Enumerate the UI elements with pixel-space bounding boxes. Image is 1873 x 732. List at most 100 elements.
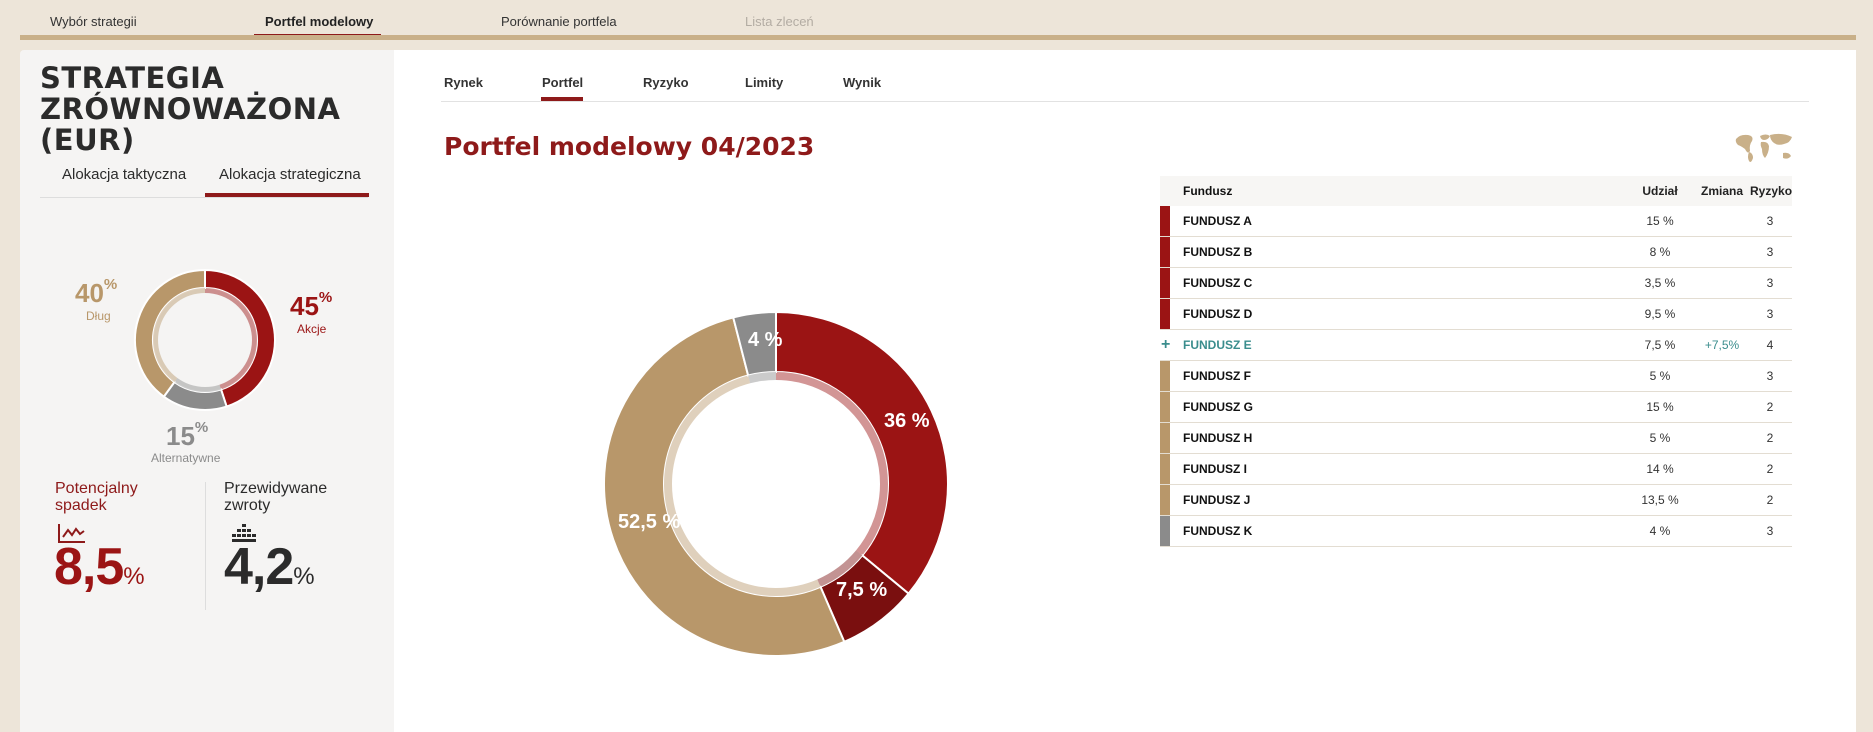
allocation-inner-ring-2 — [153, 288, 205, 383]
header-risk: Ryzyko — [1750, 184, 1793, 198]
asset-class-color-bar — [1160, 268, 1170, 298]
slice-label-equity-new: 7,5 % — [836, 579, 888, 601]
asset-class-color-bar — [1160, 206, 1170, 236]
header-change: Zmiana — [1700, 184, 1743, 198]
header-fund: Fundusz — [1183, 184, 1233, 198]
fund-share: 4 % — [1649, 524, 1671, 538]
fund-risk: 2 — [1766, 431, 1774, 445]
fund-share: 7,5 % — [1644, 338, 1676, 352]
portfolio-slice-2 — [603, 316, 846, 657]
tab-result[interactable]: Wynik — [843, 75, 882, 90]
allocation-alternative-label: Alternatywne — [151, 451, 221, 465]
table-row[interactable]: FUNDUSZ D 9,5 % 3 — [1160, 299, 1792, 330]
fund-share: 9,5 % — [1644, 307, 1676, 321]
fund-share: 15 % — [1646, 214, 1674, 228]
fund-name: FUNDUSZ A — [1183, 214, 1252, 228]
asset-class-color-bar — [1160, 423, 1170, 453]
fund-name: FUNDUSZ G — [1183, 400, 1253, 414]
table-row[interactable]: FUNDUSZ H 5 % 2 — [1160, 423, 1792, 454]
table-row[interactable]: FUNDUSZ A 15 % 3 — [1160, 206, 1792, 237]
portfolio-inner-ring-0 — [776, 372, 888, 556]
fund-share: 8 % — [1649, 245, 1671, 259]
portfolio-title: Portfel modelowy 04/2023 — [444, 132, 815, 161]
fund-risk: 4 — [1766, 338, 1774, 352]
top-navigation: Wybór strategii Portfel modelowy Porówna… — [0, 0, 1873, 40]
fund-name: FUNDUSZ B — [1183, 245, 1253, 259]
fund-share: 3,5 % — [1644, 276, 1676, 290]
chart-line-icon — [58, 524, 85, 543]
portfolio-inner-ring-1 — [817, 550, 863, 587]
nav-tab-strategy-selection[interactable]: Wybór strategii — [50, 14, 137, 29]
fund-risk: 2 — [1766, 462, 1774, 476]
tab-strategic-allocation[interactable]: Alokacja strategiczna — [219, 166, 361, 183]
world-map-icon[interactable] — [1732, 131, 1796, 165]
fund-name: FUNDUSZ F — [1183, 369, 1251, 383]
table-row[interactable]: FUNDUSZ G 15 % 2 — [1160, 392, 1792, 423]
table-row[interactable]: + FUNDUSZ E 7,5 % +7,5% 4 — [1160, 330, 1792, 361]
portfolio-slice-3 — [732, 310, 777, 377]
tab-market[interactable]: Rynek — [444, 75, 484, 90]
allocation-active-indicator — [205, 193, 369, 197]
nav-tab-model-portfolio[interactable]: Portfel modelowy — [265, 14, 374, 29]
asset-class-color-bar — [1160, 516, 1170, 546]
allocation-equity-label: Akcje — [297, 322, 327, 336]
slice-label-alternative: 4 % — [748, 329, 783, 351]
nav-tab-order-list: Lista zleceń — [745, 14, 814, 29]
allocation-inner-ring-1 — [174, 378, 222, 392]
fund-name: FUNDUSZ H — [1183, 431, 1253, 445]
stats-divider — [205, 482, 206, 610]
portfolio-slice-0 — [775, 310, 949, 596]
fund-share: 5 % — [1649, 369, 1671, 383]
fund-share: 14 % — [1646, 462, 1674, 476]
table-row[interactable]: FUNDUSZ B 8 % 3 — [1160, 237, 1792, 268]
tab-risk[interactable]: Ryzyko — [643, 75, 689, 90]
added-fund-icon: + — [1161, 336, 1171, 353]
portfolio-inner-ring-3 — [748, 372, 776, 384]
bar-levels-icon — [232, 524, 256, 542]
asset-class-color-bar — [1160, 454, 1170, 484]
fund-share: 15 % — [1646, 400, 1674, 414]
tab-limits[interactable]: Limity — [745, 75, 784, 90]
fund-share: 13,5 % — [1641, 493, 1679, 507]
fund-risk: 3 — [1766, 307, 1774, 321]
fund-risk: 3 — [1766, 214, 1774, 228]
fund-risk: 2 — [1766, 400, 1774, 414]
asset-class-color-bar — [1160, 361, 1170, 391]
fund-name: FUNDUSZ J — [1183, 493, 1251, 507]
table-row[interactable]: FUNDUSZ F 5 % 3 — [1160, 361, 1792, 392]
allocation-debt-value: 40% — [75, 276, 118, 308]
allocation-equity-value: 45% — [290, 289, 333, 321]
asset-class-color-bar — [1160, 237, 1170, 267]
allocation-slice-2 — [134, 268, 206, 399]
slice-label-equity: 36 % — [884, 410, 930, 432]
asset-class-color-bar — [1160, 299, 1170, 329]
fund-name: FUNDUSZ E — [1183, 338, 1252, 352]
table-row[interactable]: FUNDUSZ J 13,5 % 2 — [1160, 485, 1792, 516]
header-share: Udział — [1642, 184, 1678, 198]
fund-name: FUNDUSZ K — [1183, 524, 1253, 538]
fund-risk: 3 — [1766, 245, 1774, 259]
portfolio-donut-chart — [603, 310, 949, 657]
expected-returns-label: Przewidywane zwroty — [224, 480, 328, 514]
fund-risk: 2 — [1766, 493, 1774, 507]
table-row[interactable]: FUNDUSZ K 4 % 3 — [1160, 516, 1792, 547]
tab-portfolio[interactable]: Portfel — [542, 75, 584, 90]
fund-risk: 3 — [1766, 369, 1774, 383]
allocation-alternative-value: 15% — [166, 419, 209, 451]
table-row[interactable]: FUNDUSZ C 3,5 % 3 — [1160, 268, 1792, 299]
subtabs-divider — [441, 101, 1809, 102]
nav-bottom-bar — [20, 35, 1856, 40]
allocation-debt-label: Dług — [86, 309, 111, 323]
potential-drop-label: Potencjalny spadek — [55, 480, 138, 514]
fund-risk: 3 — [1766, 276, 1774, 290]
tab-tactical-allocation[interactable]: Alokacja taktyczna — [62, 166, 187, 183]
allocation-donut — [134, 268, 276, 411]
nav-tab-portfolio-comparison[interactable]: Porównanie portfela — [501, 14, 617, 29]
table-row[interactable]: FUNDUSZ I 14 % 2 — [1160, 454, 1792, 485]
potential-drop-value: 8,5% — [54, 538, 145, 596]
expected-returns-value: 4,2% — [224, 538, 315, 596]
allocation-inner-ring-0 — [205, 288, 257, 390]
allocation-tabs-divider — [40, 197, 368, 198]
fund-change: +7,5% — [1704, 338, 1740, 352]
fund-share: 5 % — [1649, 431, 1671, 445]
